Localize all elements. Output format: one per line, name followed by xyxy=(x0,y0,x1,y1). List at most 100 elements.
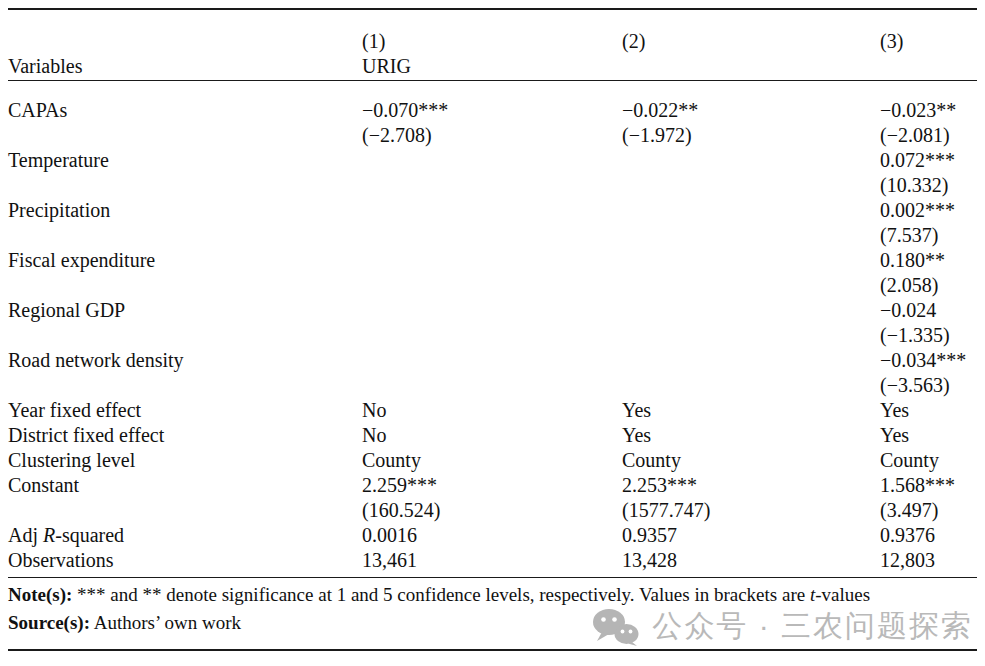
coef-value: −0.024 xyxy=(880,298,977,323)
note-body-post: -values xyxy=(815,584,870,605)
coef-value: 0.002*** xyxy=(880,198,977,223)
coef-value: −0.070*** xyxy=(362,98,622,123)
variables-header-label: Variables xyxy=(8,54,362,79)
watermark: 公众号 · 三农问题探索 xyxy=(586,606,973,647)
variable-label: Fiscal expenditure xyxy=(8,248,362,273)
table-row-capas: CAPAs −0.070*** (−2.708) −0.022** (−1.97… xyxy=(8,81,977,149)
variable-label: CAPAs xyxy=(8,98,362,123)
stat-value: 0.9376 xyxy=(880,523,977,548)
empty-cell xyxy=(362,373,622,398)
stat-label: Adj R-squared xyxy=(8,523,362,548)
empty-cell xyxy=(362,323,622,348)
t-stat: (7.537) xyxy=(880,223,977,248)
stat-value: 13,428 xyxy=(622,548,880,573)
stat-label: Year fixed effect xyxy=(8,398,362,423)
table-header-row: Variables (1) URIG (2) (3) xyxy=(8,9,977,81)
header-variables-cell: Variables xyxy=(8,9,362,81)
table-row-district-fixed-effect: District fixed effect No Yes Yes xyxy=(8,423,977,448)
empty-cell xyxy=(622,148,880,173)
stat-label: Clustering level xyxy=(8,448,362,473)
stat-value: Yes xyxy=(880,398,977,423)
t-stat: (−3.563) xyxy=(880,373,977,398)
model-2-number: (2) xyxy=(622,29,880,54)
empty-cell xyxy=(362,273,622,298)
t-stat: (2.058) xyxy=(880,273,977,298)
empty-cell xyxy=(362,348,622,373)
empty-cell xyxy=(622,323,880,348)
note-label: Note(s): xyxy=(8,584,72,605)
t-stat: (−2.708) xyxy=(362,123,622,148)
stat-value: Yes xyxy=(880,423,977,448)
coef-value: −0.023** xyxy=(880,98,977,123)
regression-table-block: Variables (1) URIG (2) (3) xyxy=(8,8,977,651)
table-row-fiscal-expenditure: Fiscal expenditure 0.180** (2.058) xyxy=(8,248,977,298)
empty-cell xyxy=(622,373,880,398)
header-col1-cell: (1) URIG xyxy=(362,9,622,81)
stat-value: County xyxy=(362,448,622,473)
empty-cell xyxy=(622,198,880,223)
empty-cell xyxy=(622,348,880,373)
empty-cell xyxy=(622,173,880,198)
variable-label: Regional GDP xyxy=(8,298,362,323)
t-stat: (1577.747) xyxy=(622,498,880,523)
table-row-temperature: Temperature 0.072*** (10.332) xyxy=(8,148,977,198)
stat-label: Observations xyxy=(8,548,362,573)
empty-cell xyxy=(622,298,880,323)
stat-label: Constant xyxy=(8,473,362,498)
empty-cell xyxy=(362,148,622,173)
table-row-constant: Constant 2.259*** (160.524) 2.253*** (15… xyxy=(8,473,977,523)
page: Variables (1) URIG (2) (3) xyxy=(0,0,985,666)
header-col3-cell: (3) xyxy=(880,9,977,81)
coef-value: −0.034*** xyxy=(880,348,977,373)
t-stat: (3.497) xyxy=(880,498,977,523)
dependent-variable-label: URIG xyxy=(362,54,622,79)
stat-value: Yes xyxy=(622,398,880,423)
empty-cell xyxy=(362,248,622,273)
source-label: Source(s): xyxy=(8,612,90,633)
variable-label: Precipitation xyxy=(8,198,362,223)
variable-label: Road network density xyxy=(8,348,362,373)
coef-value: −0.022** xyxy=(622,98,880,123)
stat-value: No xyxy=(362,423,622,448)
wechat-icon xyxy=(592,608,639,646)
model-3-number: (3) xyxy=(880,29,977,54)
table-row-clustering-level: Clustering level County County County xyxy=(8,448,977,473)
regression-table: Variables (1) URIG (2) (3) xyxy=(8,8,977,578)
empty-cell xyxy=(622,248,880,273)
table-row-regional-gdp: Regional GDP −0.024 (−1.335) xyxy=(8,298,977,348)
empty-cell xyxy=(362,198,622,223)
stat-label: District fixed effect xyxy=(8,423,362,448)
header-col2-cell: (2) xyxy=(622,9,880,81)
t-stat: (−1.335) xyxy=(880,323,977,348)
adj-label-pre: Adj xyxy=(8,524,43,546)
table-row-year-fixed-effect: Year fixed effect No Yes Yes xyxy=(8,398,977,423)
header-spacer xyxy=(8,29,362,54)
stat-value: 0.0016 xyxy=(362,523,622,548)
empty-cell xyxy=(362,223,622,248)
stat-value: 12,803 xyxy=(880,548,977,573)
header-spacer xyxy=(622,54,880,79)
adj-label-r-italic: R xyxy=(43,524,55,546)
stat-value: County xyxy=(622,448,880,473)
coef-value: 2.259*** xyxy=(362,473,622,498)
coef-value: 0.072*** xyxy=(880,148,977,173)
stat-value: 13,461 xyxy=(362,548,622,573)
t-stat: (160.524) xyxy=(362,498,622,523)
coef-value: 2.253*** xyxy=(622,473,880,498)
stat-value: 0.9357 xyxy=(622,523,880,548)
model-1-number: (1) xyxy=(362,29,622,54)
t-stat: (−2.081) xyxy=(880,123,977,148)
coef-value: 1.568*** xyxy=(880,473,977,498)
table-row-road-network-density: Road network density −0.034*** (−3.563) xyxy=(8,348,977,398)
table-row-adj-r-squared: Adj R-squared 0.0016 0.9357 0.9376 xyxy=(8,523,977,548)
note-body-pre: *** and ** denote significance at 1 and … xyxy=(77,584,810,605)
stat-value: County xyxy=(880,448,977,473)
empty-cell xyxy=(622,223,880,248)
variable-label: Temperature xyxy=(8,148,362,173)
empty-cell xyxy=(362,173,622,198)
table-row-precipitation: Precipitation 0.002*** (7.537) xyxy=(8,198,977,248)
stat-value: No xyxy=(362,398,622,423)
table-row-observations: Observations 13,461 13,428 12,803 xyxy=(8,548,977,578)
t-stat: (10.332) xyxy=(880,173,977,198)
empty-cell xyxy=(362,298,622,323)
